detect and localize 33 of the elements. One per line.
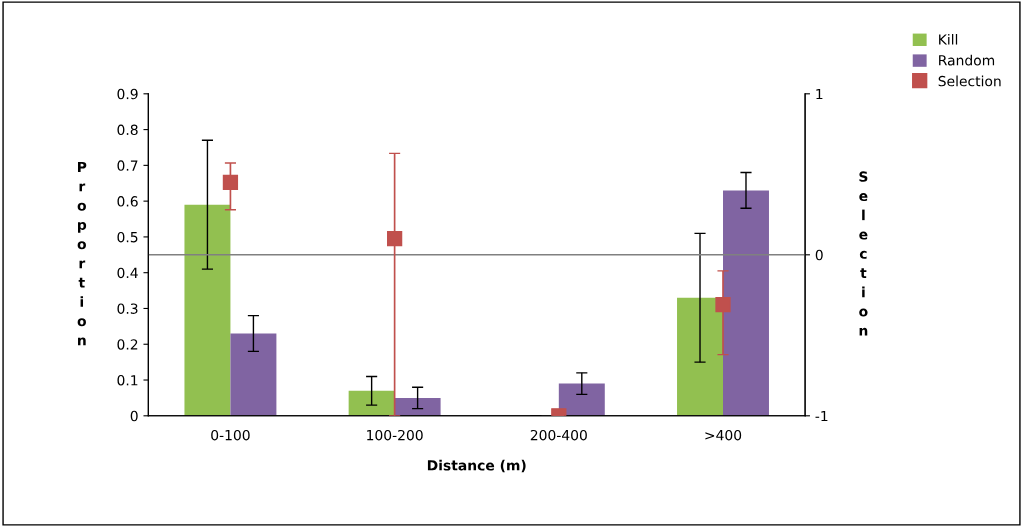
y-tick-label: 0 <box>130 410 138 422</box>
y-tick-label: 0.1 <box>117 374 138 386</box>
y-tick-label: 0.3 <box>117 303 138 314</box>
bar <box>348 390 395 416</box>
y-tick-label: 0.8 <box>117 124 138 136</box>
bar <box>558 383 605 416</box>
text: Proportion <box>77 161 87 346</box>
x-tick-label: 200-400 <box>530 429 587 441</box>
bar <box>184 204 231 416</box>
y-tick-label: 0.7 <box>117 160 138 171</box>
x-tick-label: >400 <box>705 429 742 441</box>
legend-label: Random <box>939 54 995 66</box>
y2-tick-label: -1 <box>815 410 828 422</box>
bar <box>230 333 277 416</box>
point <box>386 231 403 247</box>
x-axis-title: Distance (m) <box>427 459 526 473</box>
x-tick-label: 100-200 <box>367 429 423 441</box>
bar <box>394 397 441 416</box>
y-tick-label: 0.5 <box>117 231 138 243</box>
bar <box>677 297 724 416</box>
y-tick-label: 0.4 <box>117 267 138 279</box>
legend-label: Selection <box>938 75 1001 87</box>
point <box>715 297 731 313</box>
bar <box>723 190 769 416</box>
y2-tick-label: 1 <box>816 88 823 100</box>
text: Selection <box>859 171 868 336</box>
y2-tick-label: 0 <box>815 249 823 261</box>
y-tick-label: 0.9 <box>117 88 138 100</box>
x-tick-label: 0-100 <box>211 429 250 441</box>
y-tick-label: 0.6 <box>117 196 138 207</box>
legend-label: Kill <box>939 34 958 45</box>
y-tick-label: 0.2 <box>117 339 138 350</box>
point <box>222 174 239 190</box>
